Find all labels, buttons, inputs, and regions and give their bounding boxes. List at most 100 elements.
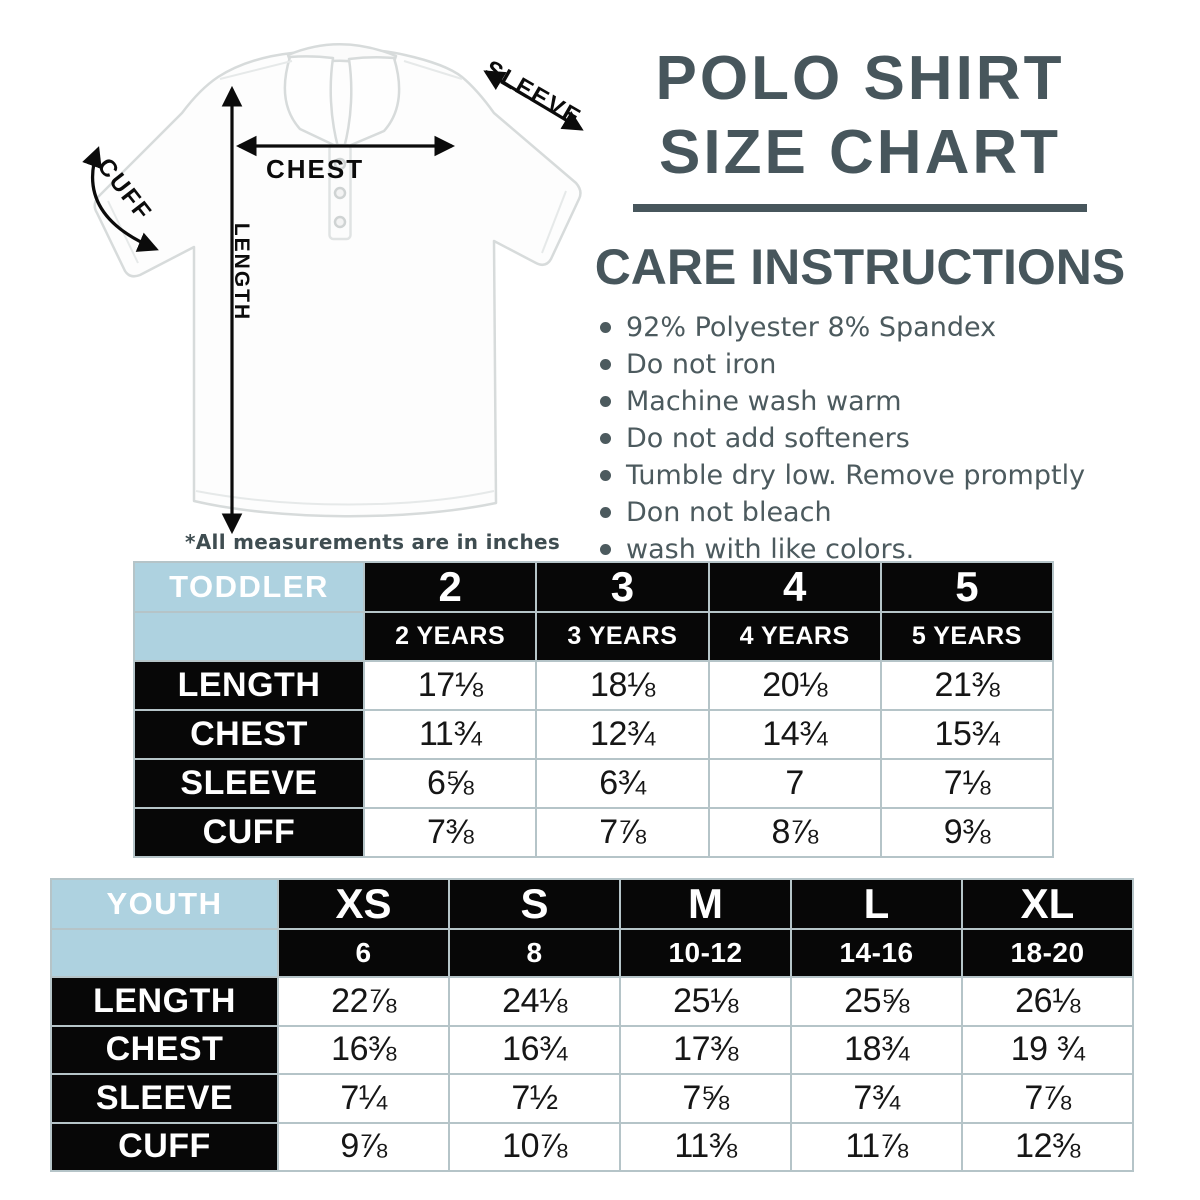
toddler-group-header: TODDLER (135, 563, 363, 611)
table-value: 19 ¾ (963, 1026, 1132, 1074)
table-value: 7⅞ (537, 809, 708, 856)
shirt-body (93, 43, 582, 518)
youth-range-header: 6 (279, 930, 448, 977)
table-value: 24⅛ (450, 978, 619, 1025)
table-value: 14¾ (709, 711, 880, 758)
chest-measure-label: CHEST (266, 154, 365, 184)
table-value: 12⅜ (963, 1123, 1132, 1170)
table-value: 11⅜ (621, 1123, 790, 1170)
table-value: 9⅞ (279, 1123, 448, 1170)
bullet-icon (600, 322, 611, 333)
collar-right-flap (342, 56, 401, 150)
table-value: 20⅛ (709, 662, 880, 709)
toddler-size-header: 3 (537, 563, 708, 611)
care-item: Do not iron (600, 351, 1085, 378)
bullet-icon (600, 396, 611, 407)
table-value: 8⅞ (709, 809, 880, 856)
bullet-icon (600, 359, 611, 370)
table-value: 11¾ (365, 711, 536, 758)
table-value: 7¾ (792, 1075, 961, 1122)
table-value: 7⅞ (963, 1075, 1132, 1122)
care-instructions-heading: CARE INSTRUCTIONS (594, 239, 1126, 295)
collar-left-flap (283, 55, 340, 149)
table-value: 16⅜ (279, 1026, 448, 1074)
youth-range-header: 14-16 (792, 930, 961, 977)
care-item-text: wash with like colors. (626, 534, 915, 565)
table-value: 12¾ (537, 711, 708, 758)
toddler-age-header: 2 YEARS (365, 613, 536, 660)
measurements-note: *All measurements are in inches (185, 530, 561, 554)
title-underline (633, 204, 1087, 212)
care-item-text: Don not bleach (626, 497, 832, 528)
youth-size-table: YOUTH XS S M L XL 6 8 10-12 14-16 18-20 … (50, 878, 1134, 1172)
table-value: 6¾ (537, 760, 708, 807)
table-value: 22⅞ (279, 978, 448, 1025)
row-label-sleeve: SLEEVE (135, 760, 363, 807)
care-item: 92% Polyester 8% Spandex (600, 314, 1085, 341)
table-value: 17⅛ (365, 662, 536, 709)
youth-size-header: S (450, 880, 619, 928)
youth-range-header: 18-20 (963, 930, 1132, 977)
row-label-length: LENGTH (52, 978, 277, 1025)
table-value: 16¾ (450, 1026, 619, 1074)
bullet-icon (600, 470, 611, 481)
youth-size-header: L (792, 880, 961, 928)
table-value: 7½ (450, 1075, 619, 1122)
length-measure-label: LENGTH (230, 222, 253, 322)
bullet-icon (600, 507, 611, 518)
care-item: wash with like colors. (600, 536, 1085, 563)
page-title-line1: POLO SHIRT (655, 44, 1065, 113)
table-value: 11⅞ (792, 1123, 961, 1170)
row-label-cuff: CUFF (135, 809, 363, 856)
measurement-arrows (82, 70, 584, 535)
table-value: 7 (709, 760, 880, 807)
care-item: Tumble dry low. Remove promptly (600, 462, 1085, 489)
table-value: 7⅝ (621, 1075, 790, 1122)
bullet-icon (600, 544, 611, 555)
table-value: 17⅜ (621, 1026, 790, 1074)
youth-range-header-spacer (52, 930, 277, 977)
toddler-size-table: TODDLER 2 3 4 5 2 YEARS 3 YEARS 4 YEARS … (133, 561, 1054, 858)
care-item: Don not bleach (600, 499, 1085, 526)
row-label-cuff: CUFF (52, 1123, 277, 1170)
care-item-text: Do not iron (626, 349, 777, 380)
bullet-icon (600, 433, 611, 444)
row-label-sleeve: SLEEVE (52, 1075, 277, 1122)
care-instructions-list: 92% Polyester 8% Spandex Do not iron Mac… (600, 314, 1085, 563)
row-label-length: LENGTH (135, 662, 363, 709)
button (333, 215, 347, 229)
page-title: POLO SHIRT SIZE CHART (595, 42, 1125, 212)
table-value: 26⅛ (963, 978, 1132, 1025)
table-value: 9⅜ (881, 809, 1052, 856)
youth-range-header: 10-12 (621, 930, 790, 977)
row-label-chest: CHEST (52, 1026, 277, 1074)
page-title-line2: SIZE CHART (659, 118, 1061, 187)
care-item-text: Machine wash warm (626, 386, 902, 417)
youth-size-header: XS (279, 880, 448, 928)
toddler-size-header: 5 (881, 563, 1052, 611)
table-value: 25⅝ (792, 978, 961, 1025)
youth-size-header: XL (963, 880, 1132, 928)
table-value: 15¾ (881, 711, 1052, 758)
table-value: 25⅛ (621, 978, 790, 1025)
sleeve-arrow (483, 70, 584, 131)
toddler-age-header: 3 YEARS (537, 613, 708, 660)
cuff-arrow (82, 146, 159, 252)
toddler-age-header-spacer (135, 613, 363, 660)
table-value: 7⅛ (881, 760, 1052, 807)
table-value: 6⅝ (365, 760, 536, 807)
polo-shirt-illustration (82, 43, 584, 535)
care-item-text: Do not add softeners (626, 423, 910, 454)
button (333, 186, 347, 200)
row-label-chest: CHEST (135, 711, 363, 758)
care-item-text: Tumble dry low. Remove promptly (626, 460, 1086, 491)
table-value: 10⅞ (450, 1123, 619, 1170)
youth-size-header: M (621, 880, 790, 928)
care-item-text: 92% Polyester 8% Spandex (626, 312, 997, 343)
table-value: 7⅜ (365, 809, 536, 856)
care-item: Do not add softeners (600, 425, 1085, 452)
youth-range-header: 8 (450, 930, 619, 977)
button (333, 157, 347, 171)
toddler-age-header: 4 YEARS (709, 613, 880, 660)
table-value: 18⅛ (537, 662, 708, 709)
